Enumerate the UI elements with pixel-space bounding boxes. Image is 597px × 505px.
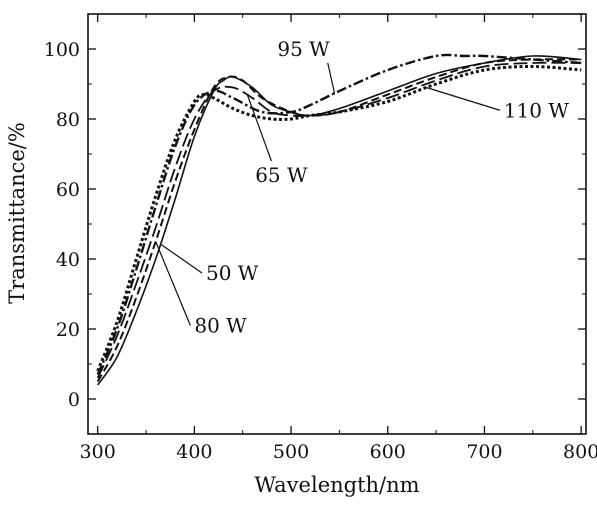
annotation-95w: 95 W [277,37,330,61]
annotation-leader [327,62,336,94]
x-tick-label: 500 [273,441,309,463]
annotation-leader [426,86,500,111]
annotation-leader [155,241,191,326]
annotation-leader [160,243,203,274]
y-tick-label: 20 [56,319,80,341]
x-tick-label: 300 [80,441,116,463]
series-line-65w [96,61,582,379]
annotation-110w: 110 W [504,98,570,122]
plot-frame [87,13,587,435]
annotation-80w: 80 W [194,314,247,338]
annotation-65w: 65 W [255,163,308,187]
x-tick-label: 400 [176,441,212,463]
y-tick-label: 40 [56,249,80,271]
x-axis-label: Wavelength/nm [254,473,419,497]
x-tick-label: 800 [563,441,597,463]
y-tick-label: 60 [56,179,80,201]
x-tick-label: 600 [370,441,406,463]
annotation-50w: 50 W [206,261,259,285]
series-line-95w [96,53,582,375]
annotation-leader [246,95,272,162]
axes: 300 400 500 600 700 800 0 20 40 60 80 100 [44,13,597,463]
series-line-50w [97,55,582,386]
y-tick-label: 80 [56,109,80,131]
x-tick-label: 700 [466,441,502,463]
series-line-110w [96,65,582,372]
y-tick-label: 0 [68,389,80,411]
annotations: 95 W 110 W 65 W 50 W 80 W [155,37,570,338]
y-tick-label: 100 [44,39,80,61]
y-axis-label: Transmittance/% [5,122,29,304]
plot-area [96,53,582,386]
series-line-80w [96,58,582,382]
